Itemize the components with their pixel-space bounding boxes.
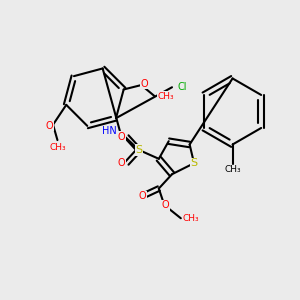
Text: O: O bbox=[118, 132, 125, 142]
Text: CH₃: CH₃ bbox=[157, 92, 174, 100]
Text: O: O bbox=[46, 121, 53, 131]
Text: O: O bbox=[141, 79, 148, 89]
Text: S: S bbox=[190, 158, 198, 168]
Text: O: O bbox=[139, 191, 146, 201]
Text: CH₃: CH₃ bbox=[49, 143, 66, 152]
Text: CH₃: CH₃ bbox=[182, 214, 199, 223]
Text: O: O bbox=[118, 158, 125, 168]
Text: HN: HN bbox=[102, 126, 117, 136]
Text: CH₃: CH₃ bbox=[224, 165, 241, 174]
Text: Cl: Cl bbox=[177, 82, 187, 92]
Text: O: O bbox=[162, 200, 169, 210]
Text: S: S bbox=[135, 145, 142, 155]
